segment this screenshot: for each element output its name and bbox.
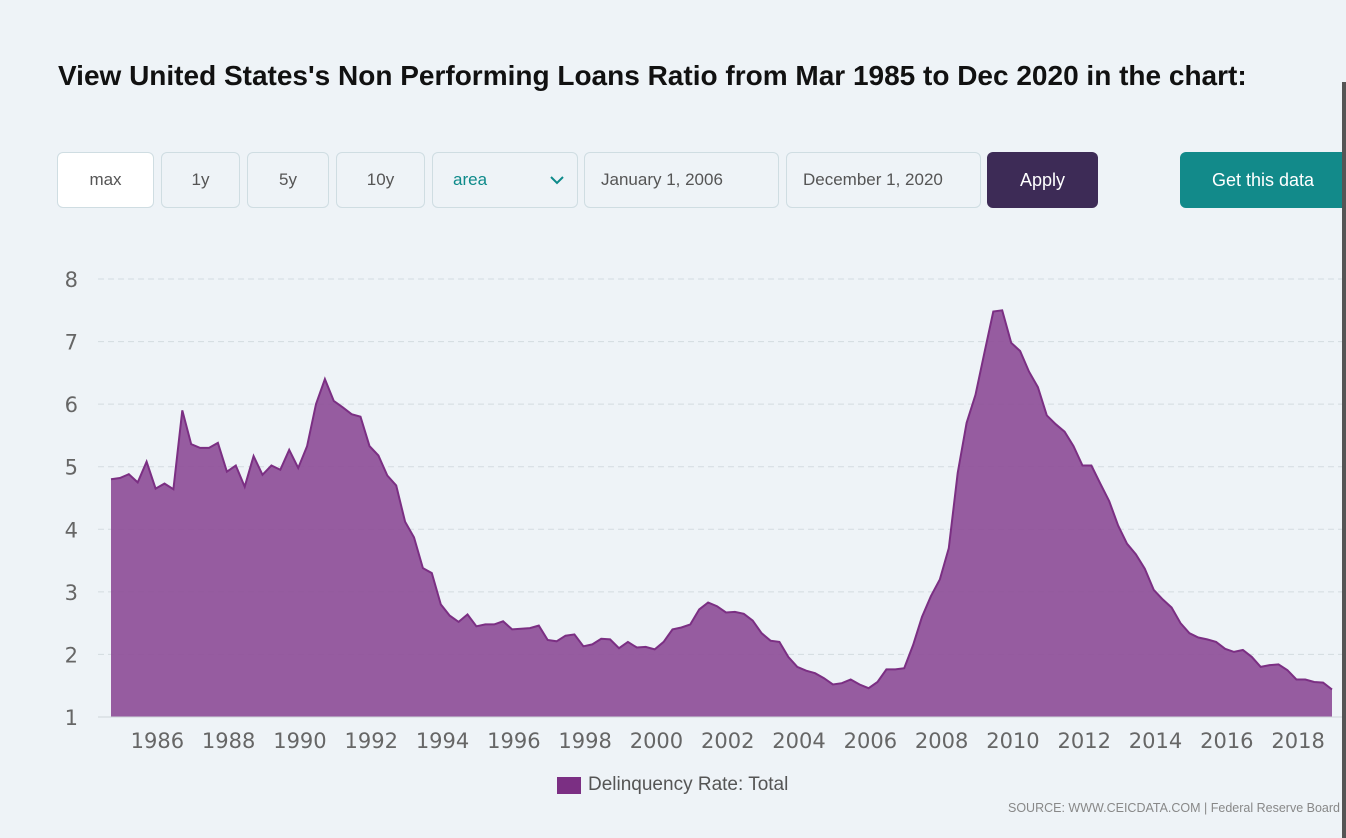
chart-type-select-value: area xyxy=(453,170,488,189)
x-tick-label: 1998 xyxy=(558,729,611,753)
range-button-max[interactable]: max xyxy=(57,152,154,208)
x-tick-label: 1992 xyxy=(345,729,398,753)
y-tick-label: 7 xyxy=(65,331,78,355)
get-this-data-button[interactable]: Get this data xyxy=(1180,152,1346,208)
chart-type-select[interactable]: area xyxy=(432,152,578,208)
apply-button[interactable]: Apply xyxy=(987,152,1098,208)
chevron-down-icon xyxy=(550,176,564,185)
x-tick-label: 2000 xyxy=(630,729,683,753)
area-chart: 1 2 3 4 5 6 7 8 1986 1988 1990 1992 1994 1996 1998 200… xyxy=(65,268,1342,753)
x-tick-label: 1994 xyxy=(416,729,469,753)
legend[interactable]: Delinquency Rate: Total xyxy=(557,774,788,796)
x-tick-label: 2016 xyxy=(1200,729,1253,753)
y-tick-label: 5 xyxy=(65,456,78,480)
x-tick-label: 2012 xyxy=(1058,729,1111,753)
series-area xyxy=(111,310,1332,717)
legend-label: Delinquency Rate: Total xyxy=(588,774,789,795)
x-tick-label: 2004 xyxy=(772,729,825,753)
x-tick-label: 2008 xyxy=(915,729,968,753)
x-tick-label: 2010 xyxy=(986,729,1039,753)
legend-swatch xyxy=(557,776,581,794)
x-tick-label: 1990 xyxy=(273,729,326,753)
x-tick-label: 1986 xyxy=(131,729,184,753)
end-date-input[interactable]: December 1, 2020 xyxy=(786,152,981,208)
x-tick-label: 1988 xyxy=(202,729,255,753)
source-note: SOURCE: WWW.CEICDATA.COM | Federal Reser… xyxy=(1007,801,1340,815)
y-tick-label: 8 xyxy=(65,268,78,292)
y-tick-label: 2 xyxy=(65,643,78,667)
range-button-5y[interactable]: 5y xyxy=(247,152,329,208)
page-title: View United States's Non Performing Loan… xyxy=(58,60,1247,91)
series-line xyxy=(110,309,1333,691)
start-date-input[interactable]: January 1, 2006 xyxy=(584,152,779,208)
y-tick-label: 1 xyxy=(65,706,78,730)
x-tick-label: 1996 xyxy=(487,729,540,753)
y-tick-label: 4 xyxy=(65,518,78,542)
x-tick-label: 2002 xyxy=(701,729,754,753)
y-axis: 1 2 3 4 5 6 7 8 xyxy=(65,268,78,730)
x-tick-label: 2014 xyxy=(1129,729,1182,753)
range-button-10y[interactable]: 10y xyxy=(336,152,425,208)
x-tick-label: 2006 xyxy=(844,729,897,753)
scrollbar[interactable] xyxy=(1342,82,1346,838)
y-tick-label: 6 xyxy=(65,393,78,417)
x-axis: 1986 1988 1990 1992 1994 1996 1998 2000 2002 2004… xyxy=(131,729,1325,753)
range-button-1y[interactable]: 1y xyxy=(161,152,240,208)
x-tick-label: 2018 xyxy=(1271,729,1324,753)
y-tick-label: 3 xyxy=(65,581,78,605)
